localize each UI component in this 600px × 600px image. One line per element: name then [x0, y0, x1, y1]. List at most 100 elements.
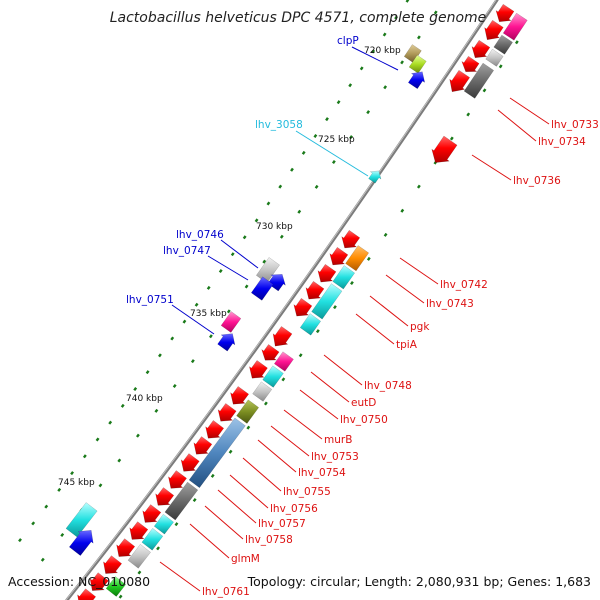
leader-line-7	[471, 154, 512, 181]
gene-label-glmm[interactable]: glmM	[231, 553, 260, 565]
feature-cyan-41[interactable]	[153, 513, 174, 535]
feature-red-26[interactable]	[431, 135, 458, 163]
gc-dot-12	[290, 167, 294, 172]
feature-red-16[interactable]	[129, 521, 149, 540]
feature-red-10[interactable]	[205, 420, 225, 439]
feature-red-3[interactable]	[461, 55, 480, 73]
feature-gray-37[interactable]	[252, 381, 273, 402]
feature-red-24[interactable]	[305, 280, 325, 300]
feature-red-11[interactable]	[193, 436, 213, 455]
feature-dark-30[interactable]	[463, 62, 495, 99]
feature-mag-27[interactable]	[502, 12, 528, 41]
gc-dot-77	[210, 473, 215, 478]
gene-label-pgk[interactable]: pgk	[410, 321, 430, 333]
gene-label-lhv-0746[interactable]: lhv_0746	[176, 229, 224, 241]
gene-label-lhv-0747[interactable]: lhv_0747	[163, 245, 211, 257]
feature-red-21[interactable]	[341, 229, 361, 249]
gc-dot-66	[400, 208, 405, 213]
gc-dot-8	[336, 100, 341, 105]
gene-label-lhv-0758[interactable]: lhv_0758	[245, 534, 293, 546]
feature-red-12[interactable]	[180, 453, 200, 472]
gene-label-tpia[interactable]: tpiA	[396, 339, 418, 351]
gene-label-lhv-0733[interactable]: lhv_0733	[551, 119, 599, 131]
feature-cyan-34[interactable]	[299, 313, 322, 336]
gene-label-lhv-0736[interactable]: lhv_0736	[513, 175, 561, 187]
feature-mag-52[interactable]	[220, 311, 242, 333]
feature-cyan-54[interactable]	[65, 502, 98, 538]
feature-blue-51[interactable]	[250, 276, 274, 301]
feature-red-6[interactable]	[261, 344, 280, 361]
gc-dot-4	[382, 32, 387, 37]
feature-cyan-48[interactable]	[368, 170, 382, 184]
gc-dot-20	[194, 302, 199, 307]
feature-gray-49[interactable]	[255, 257, 280, 284]
feature-red-0[interactable]	[495, 3, 515, 23]
feature-red-4[interactable]	[449, 69, 471, 93]
gene-label-lhv-0734[interactable]: lhv_0734	[538, 136, 586, 148]
feature-red-13[interactable]	[168, 470, 187, 489]
feature-red-23[interactable]	[317, 263, 337, 283]
gene-label-clpp[interactable]: clpP	[337, 35, 359, 47]
feature-red-7[interactable]	[249, 360, 268, 379]
feature-cyan-32[interactable]	[332, 265, 356, 290]
feature-steel-39[interactable]	[188, 417, 246, 489]
feature-red-19[interactable]	[89, 572, 109, 591]
feature-red-8[interactable]	[230, 386, 250, 405]
feature-red-18[interactable]	[103, 555, 123, 574]
feature-red-17[interactable]	[116, 538, 136, 557]
gene-label-lhv-0743[interactable]: lhv_0743	[426, 298, 474, 310]
feature-gray-43[interactable]	[127, 543, 151, 569]
gene-label-lhv-0742[interactable]: lhv_0742	[440, 279, 488, 291]
gc-dot-61	[482, 88, 487, 93]
feature-red-5[interactable]	[272, 326, 293, 347]
gene-label-lhv-0751[interactable]: lhv_0751	[126, 294, 174, 306]
gene-label-murb[interactable]: murB	[324, 434, 352, 446]
feature-blue-47[interactable]	[407, 71, 426, 90]
feature-blue-53[interactable]	[217, 333, 236, 352]
gene-label-lhv-0753[interactable]: lhv_0753	[311, 451, 359, 463]
gene-label-lhv-0748[interactable]: lhv_0748	[364, 380, 412, 392]
leader-line-9	[385, 274, 425, 304]
feature-cyan-33[interactable]	[311, 283, 343, 320]
gc-dot-72	[298, 353, 303, 358]
gc-dot-54	[117, 458, 122, 463]
leader-line-11	[355, 313, 395, 345]
feature-dark-28[interactable]	[493, 34, 513, 55]
gc-dot-71	[315, 329, 320, 334]
feature-red-22[interactable]	[329, 246, 349, 266]
gc-dot-11	[301, 150, 306, 155]
feature-red-25[interactable]	[293, 297, 313, 317]
gene-label-eutd[interactable]: eutD	[351, 397, 376, 409]
gene-label-lhv-0761[interactable]: lhv_0761	[202, 586, 250, 598]
gene-label-lhv-3058[interactable]: lhv_3058	[255, 119, 303, 131]
feature-red-15[interactable]	[142, 504, 162, 523]
gc-dot-36	[433, 10, 438, 15]
feature-dark-40[interactable]	[164, 481, 199, 521]
feature-cyan-36[interactable]	[262, 365, 284, 388]
gc-dot-68	[366, 256, 371, 261]
gc-dot-80	[156, 546, 160, 551]
feature-green-44[interactable]	[105, 576, 127, 597]
topology-text: Topology: circular; Length: 2,080,931 bp…	[247, 574, 591, 589]
gene-label-lhv-0757[interactable]: lhv_0757	[258, 518, 306, 530]
gene-label-lhv-0750[interactable]: lhv_0750	[340, 414, 388, 426]
gc-dot-38	[400, 60, 404, 65]
feature-lime-46[interactable]	[408, 54, 427, 74]
feature-red-2[interactable]	[471, 39, 491, 59]
gene-label-lhv-0755[interactable]: lhv_0755	[283, 486, 331, 498]
gene-label-lhv-0754[interactable]: lhv_0754	[298, 467, 346, 479]
feature-red-1[interactable]	[484, 19, 504, 41]
gc-dot-22	[170, 336, 175, 341]
feature-cyan-42[interactable]	[141, 527, 164, 551]
feature-blue-55[interactable]	[68, 530, 94, 556]
gc-dot-23	[158, 353, 162, 358]
feature-red-20[interactable]	[77, 588, 97, 600]
feature-mag-35[interactable]	[273, 351, 294, 372]
feature-gray-29[interactable]	[485, 48, 504, 67]
feature-red-14[interactable]	[155, 487, 175, 506]
feature-orange-31[interactable]	[345, 245, 370, 272]
feature-red-9[interactable]	[217, 403, 237, 422]
gene-label-lhv-0756[interactable]: lhv_0756	[270, 503, 318, 515]
feature-olive-38[interactable]	[236, 399, 260, 424]
